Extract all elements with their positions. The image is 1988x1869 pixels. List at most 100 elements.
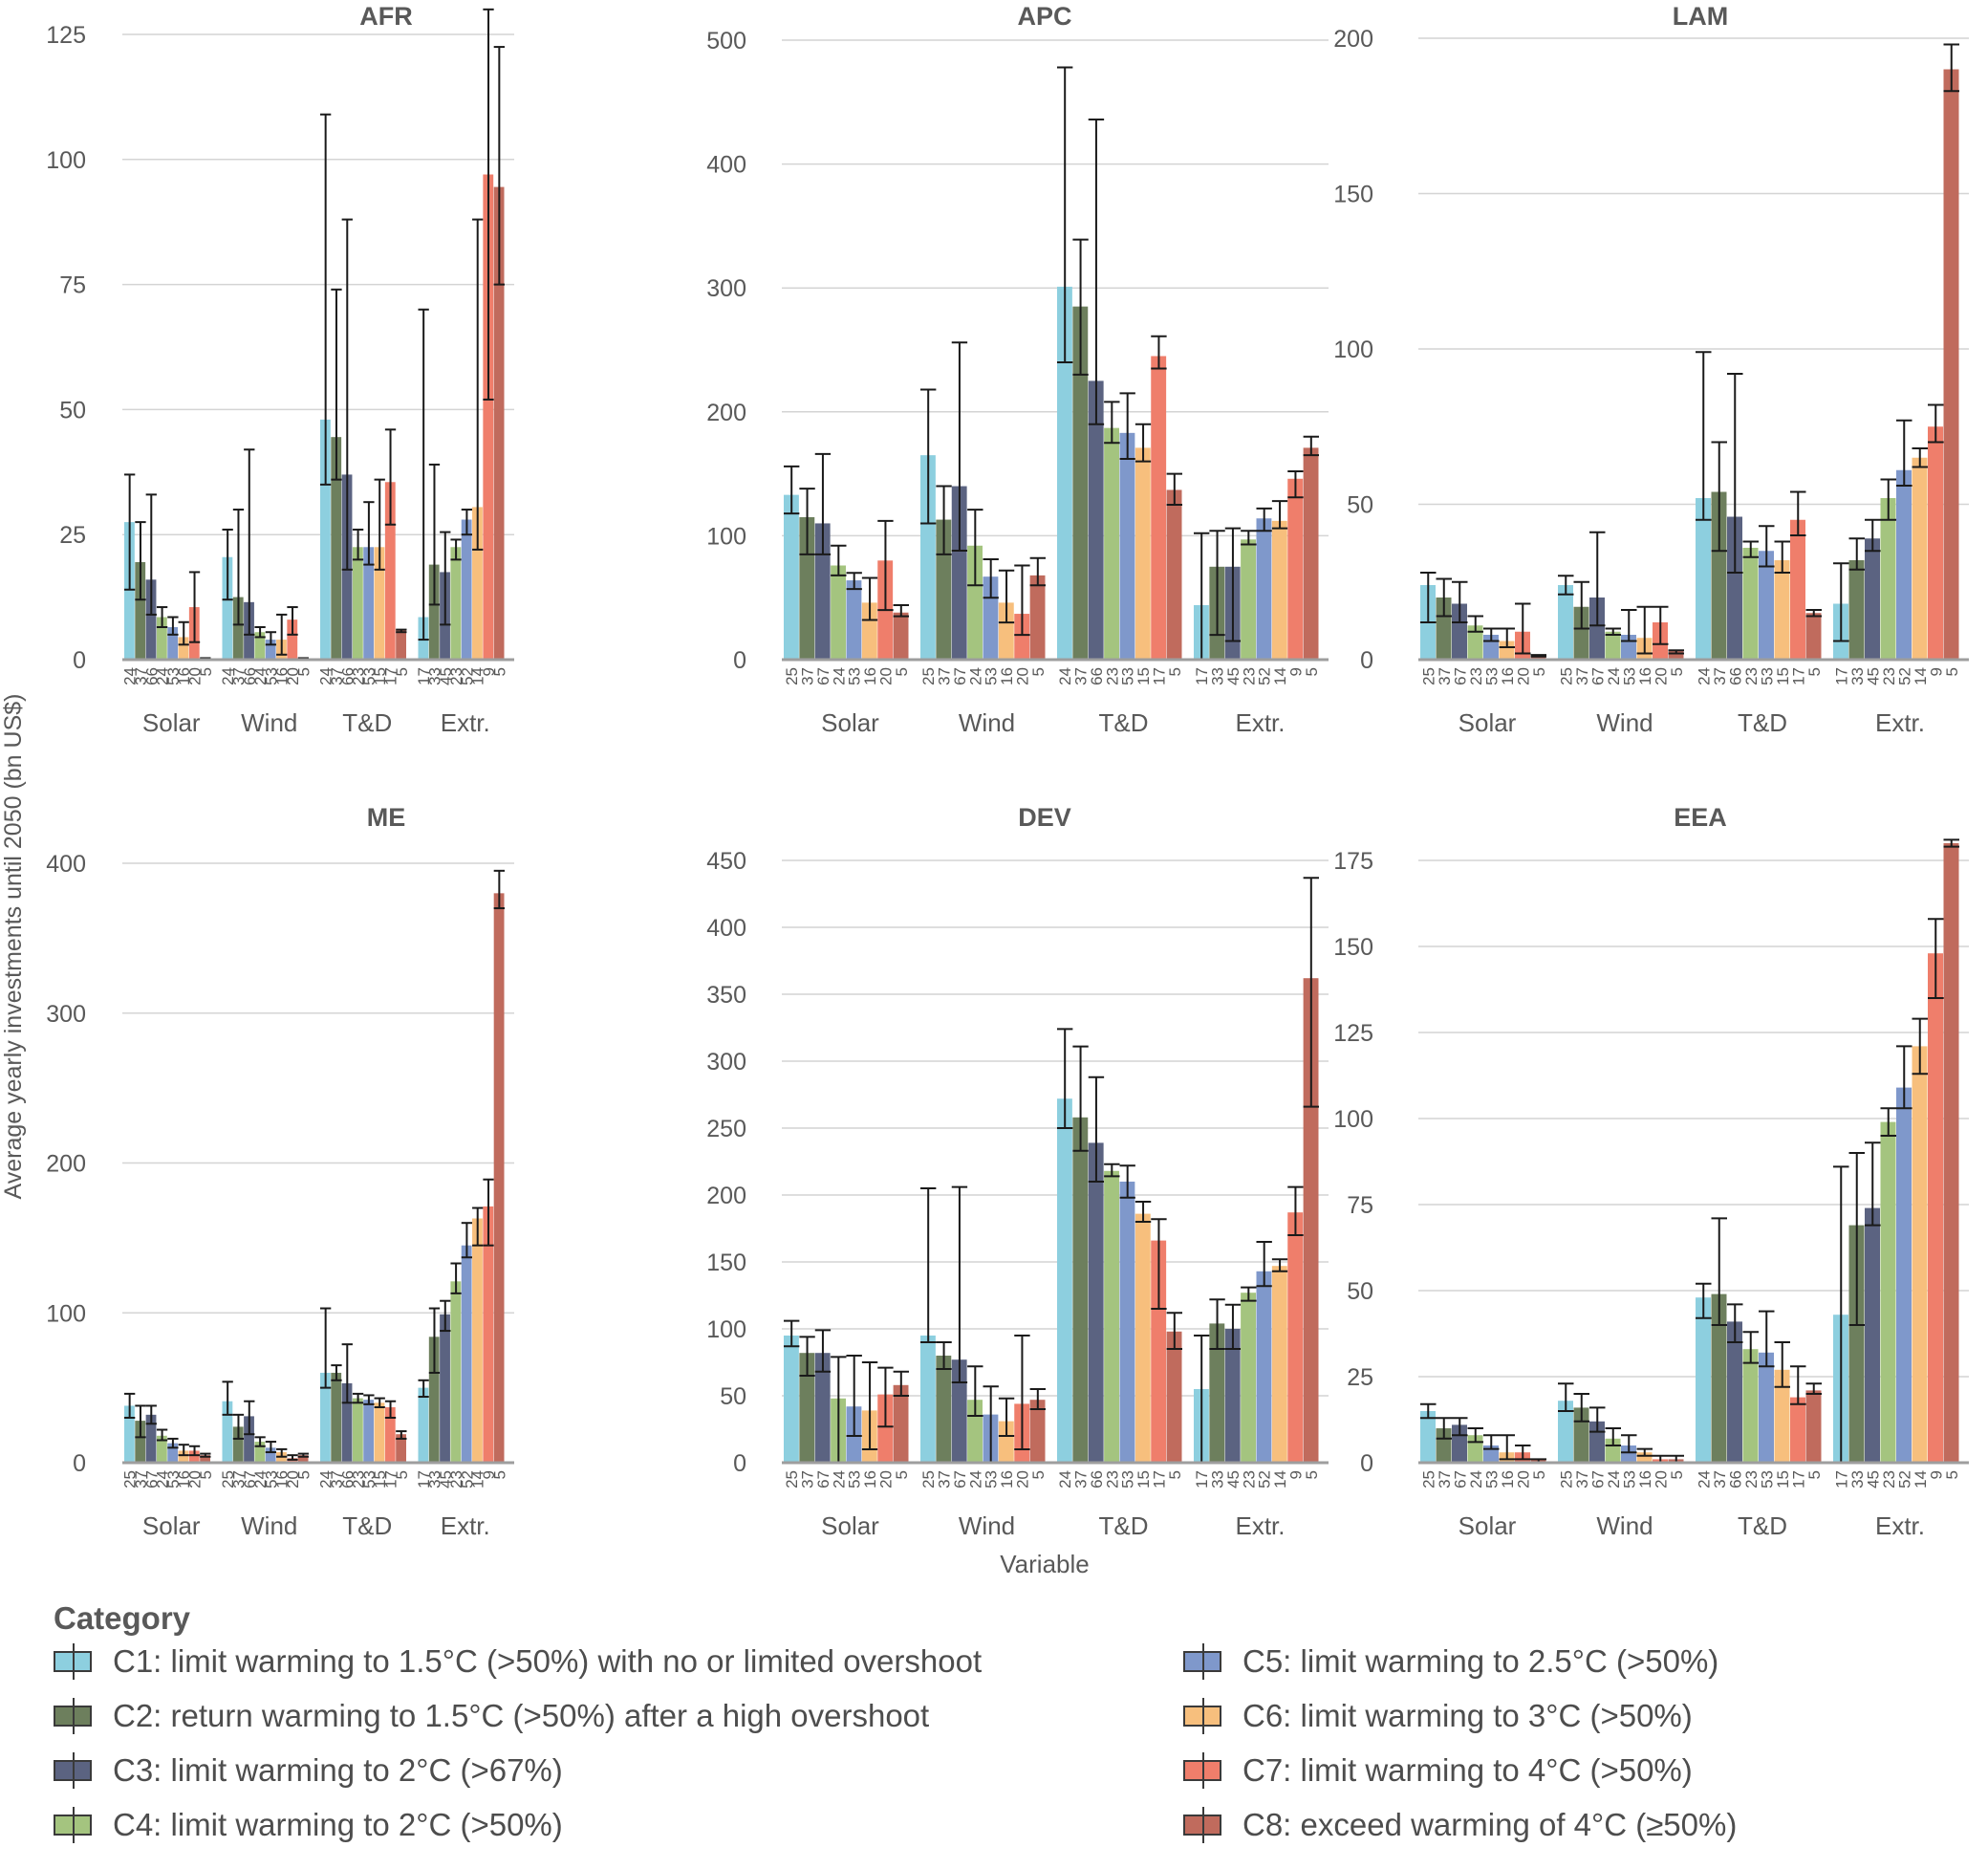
bar-c4 (1742, 548, 1759, 660)
count-label: 9 (1927, 1470, 1945, 1479)
y-tick-label: 25 (59, 522, 86, 549)
count-label: 52 (1895, 1470, 1913, 1489)
bar-c4 (967, 545, 983, 660)
count-label: 20 (1652, 667, 1670, 685)
count-label: 67 (241, 1470, 259, 1489)
count-label: 53 (983, 667, 1001, 685)
bar-c4 (156, 1435, 167, 1463)
y-axis-title: Average yearly investments until 2050 (b… (0, 694, 27, 1200)
count-label: 14 (1271, 1470, 1289, 1489)
count-label: 5 (1805, 1470, 1824, 1479)
count-label: 20 (284, 667, 302, 685)
bar-c5 (1119, 1182, 1135, 1463)
y-tick-label: 200 (706, 400, 746, 426)
bar-c3 (951, 1359, 967, 1463)
category-label: Wind (241, 708, 297, 737)
bar-c1 (920, 455, 936, 660)
category-label: Wind (959, 1511, 1015, 1540)
count-label: 23 (447, 1470, 465, 1489)
bar-c2 (331, 437, 342, 660)
bar-c1 (920, 1336, 936, 1463)
y-tick-label: 175 (1333, 848, 1373, 875)
count-label: 24 (154, 1470, 172, 1489)
count-label: 20 (186, 667, 205, 685)
count-label: 16 (175, 1470, 193, 1489)
bar-c4 (1241, 1293, 1256, 1463)
category-label: Extr. (441, 708, 490, 737)
bar-c4 (1880, 498, 1896, 660)
bar-c2 (1848, 560, 1865, 660)
category-label: Solar (821, 1511, 879, 1540)
count-label: 37 (936, 667, 954, 685)
bar-c7 (483, 174, 494, 660)
count-label: 16 (861, 1470, 879, 1489)
y-tick-label: 200 (706, 1183, 746, 1209)
bar-c3 (1224, 1329, 1241, 1463)
bar-c1 (124, 522, 135, 660)
count-label: 23 (1467, 667, 1485, 685)
y-tick-label: 100 (1333, 1106, 1373, 1133)
bar-c3 (1865, 538, 1880, 660)
bar-c5 (846, 580, 862, 660)
count-label: 17 (1789, 1470, 1807, 1489)
bar-c8 (1166, 489, 1182, 660)
count-label: 37 (1072, 667, 1091, 685)
legend-swatch (54, 1752, 92, 1789)
bar-c4 (156, 617, 167, 660)
count-label: 52 (1256, 667, 1274, 685)
count-label: 5 (490, 1470, 508, 1479)
count-label: 24 (154, 667, 172, 685)
count-label: 53 (846, 1470, 864, 1489)
count-label: 24 (121, 667, 140, 685)
count-label: 20 (1013, 1470, 1031, 1489)
count-label: 24 (830, 1470, 848, 1489)
bar-c5 (363, 547, 375, 660)
bar-c6 (1134, 1213, 1151, 1463)
count-label: 37 (132, 667, 150, 685)
count-label: 23 (350, 667, 368, 685)
bar-c1 (320, 419, 331, 660)
bar-c3 (1727, 1321, 1742, 1463)
bar-c5 (461, 1245, 472, 1463)
legend-swatch (1183, 1643, 1221, 1680)
count-label: 9 (480, 1470, 498, 1479)
bar-c7 (1790, 1397, 1805, 1463)
bar-c5 (461, 519, 472, 660)
bar-c2 (232, 1426, 244, 1463)
category-label: T&D (1099, 1511, 1149, 1540)
panel-title: LAM (1673, 2, 1728, 31)
bar-c2 (135, 1421, 146, 1463)
y-tick-label: 150 (706, 1250, 746, 1276)
y-tick-label: 0 (733, 1450, 746, 1477)
bar-c7 (1928, 426, 1943, 660)
y-tick-label: 300 (46, 1001, 86, 1028)
count-label: 45 (1864, 667, 1882, 685)
count-label: 5 (1166, 667, 1184, 676)
y-tick-label: 50 (59, 397, 86, 424)
count-label: 23 (1103, 667, 1121, 685)
bar-c8 (1303, 447, 1319, 660)
count-label: 16 (1499, 1470, 1517, 1489)
bar-c2 (799, 1353, 815, 1463)
count-label: 25 (219, 1470, 237, 1489)
y-tick-label: 250 (706, 1116, 746, 1142)
bar-c7 (287, 619, 298, 660)
bar-c6 (1912, 457, 1928, 660)
count-label: 33 (1848, 667, 1867, 685)
count-label: 9 (1286, 1470, 1305, 1479)
y-tick-label: 300 (706, 275, 746, 302)
bar-c2 (1436, 598, 1452, 660)
count-label: 25 (1419, 667, 1437, 685)
y-tick-label: 75 (1347, 1192, 1373, 1219)
bar-c3 (341, 1382, 353, 1463)
count-label: 5 (294, 1470, 313, 1479)
count-label: 5 (1668, 667, 1686, 676)
count-label: 25 (1557, 667, 1575, 685)
y-tick-label: 75 (59, 272, 86, 299)
